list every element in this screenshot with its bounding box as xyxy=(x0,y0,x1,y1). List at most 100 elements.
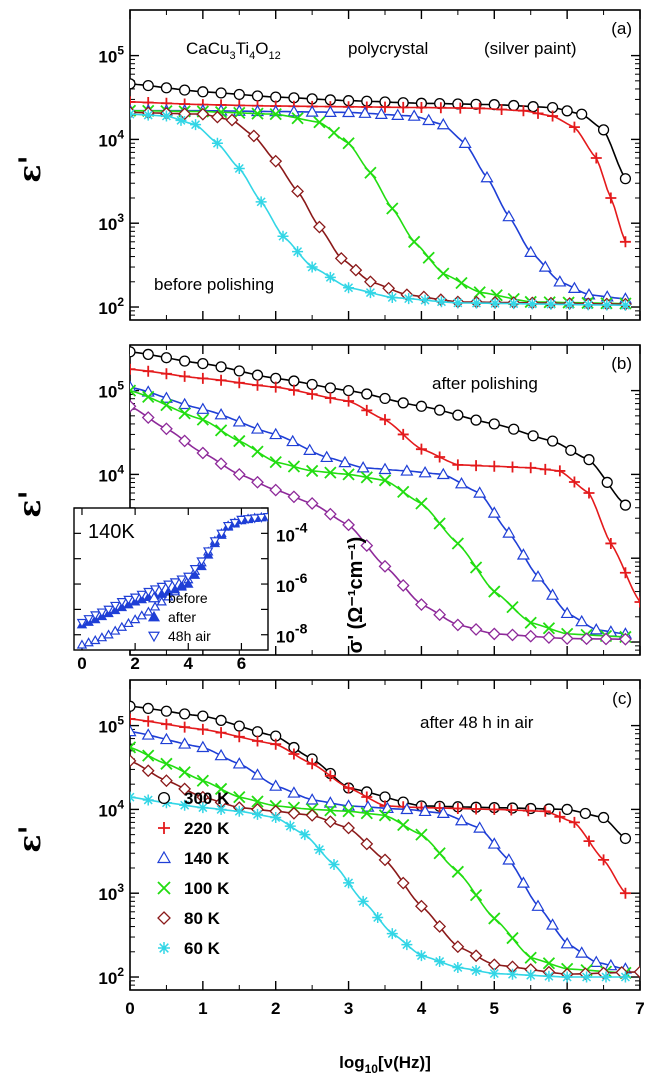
data-point-60K xyxy=(564,299,576,311)
legend-entry-220K: 220 K xyxy=(158,819,230,838)
data-point-220K xyxy=(142,715,154,727)
data-point-80K xyxy=(619,632,632,646)
series-line-100K xyxy=(130,746,626,974)
data-point-220K xyxy=(179,721,191,733)
data-point-100K xyxy=(214,424,228,437)
inset-point-48h xyxy=(76,618,88,629)
data-point-220K xyxy=(539,463,551,475)
data-point-60K xyxy=(526,298,538,310)
inset-legend-marker xyxy=(147,591,161,603)
data-point-300K xyxy=(508,423,520,435)
data-point-220K xyxy=(505,804,517,816)
data-point-60K xyxy=(270,812,282,824)
data-point-220K xyxy=(590,152,602,164)
data-point-80K xyxy=(305,808,319,822)
data-point-80K xyxy=(130,399,137,413)
data-point-300K xyxy=(597,811,610,824)
inset-y-tick-label: 10-8 xyxy=(276,621,308,647)
inset-point-48h xyxy=(176,575,187,585)
data-point-140K xyxy=(502,853,516,865)
inset-point-48h xyxy=(229,518,241,529)
data-point-100K xyxy=(342,468,355,481)
inset-x-tick-label: 4 xyxy=(184,654,194,673)
data-point-140K xyxy=(436,806,450,818)
data-point-60K xyxy=(197,802,209,814)
annotation-state: before polishing xyxy=(154,275,274,294)
data-point-80K xyxy=(349,263,363,277)
data-point-300K xyxy=(306,378,318,391)
data-point-60K xyxy=(419,294,431,306)
inset-point-before xyxy=(163,591,174,601)
data-point-220K xyxy=(288,748,300,760)
data-point-300K xyxy=(546,435,559,447)
data-point-80K xyxy=(305,497,319,510)
data-point-140K xyxy=(232,757,246,769)
data-point-60K xyxy=(357,895,369,907)
data-point-80K xyxy=(269,154,283,168)
data-point-60K xyxy=(415,950,427,962)
legend-entry-140K: 140 K xyxy=(156,849,230,868)
data-point-100K xyxy=(160,757,173,770)
data-point-140K xyxy=(358,106,372,118)
series-300K xyxy=(130,78,632,185)
data-point-300K xyxy=(160,705,173,717)
inset-point-48h xyxy=(136,590,148,600)
legend-marker-100K xyxy=(157,881,171,895)
data-point-300K xyxy=(270,91,282,103)
data-point-60K xyxy=(343,877,355,889)
data-point-300K xyxy=(233,720,245,732)
series-220K xyxy=(130,713,631,899)
data-point-300K xyxy=(506,802,519,814)
data-point-60K xyxy=(619,971,631,983)
data-point-80K xyxy=(360,539,374,553)
x-axis-label: log10[ν(Hz)] xyxy=(339,1053,431,1074)
data-point-140K xyxy=(502,209,516,222)
data-point-220K xyxy=(215,374,227,386)
data-point-140K xyxy=(305,105,319,117)
data-point-80K xyxy=(396,579,410,592)
data-point-140K xyxy=(400,464,414,476)
data-point-60K xyxy=(252,808,263,820)
x-tick-label: 2 xyxy=(271,999,280,1018)
x-tick-label: 0 xyxy=(125,999,134,1018)
annotation-polycrystal: polycrystal xyxy=(348,39,428,58)
legend-label: 300 K xyxy=(184,789,230,808)
data-point-300K xyxy=(142,79,154,92)
data-point-300K xyxy=(130,346,136,358)
y-tick-label: 103 xyxy=(98,881,124,904)
data-point-80K xyxy=(542,631,556,644)
data-point-140K xyxy=(374,107,388,119)
data-point-300K xyxy=(379,392,391,405)
inset-point-48h xyxy=(249,514,260,524)
data-point-140K xyxy=(286,434,300,447)
data-point-140K xyxy=(589,623,603,635)
legend-marker-140K xyxy=(156,850,172,864)
inset-series-48h xyxy=(76,513,268,629)
data-point-100K xyxy=(142,390,155,404)
data-point-140K xyxy=(516,548,530,560)
data-point-140K xyxy=(436,467,450,480)
data-point-100K xyxy=(233,791,246,804)
data-point-300K xyxy=(583,454,595,466)
series-line-300K xyxy=(130,83,627,180)
data-point-300K xyxy=(470,98,482,110)
inset-x-tick-label: 0 xyxy=(77,654,86,673)
inset-point-48h xyxy=(222,521,234,532)
data-point-80K xyxy=(211,110,224,124)
data-point-100K xyxy=(506,931,519,945)
data-point-220K xyxy=(415,102,427,114)
data-point-220K xyxy=(324,392,336,404)
data-point-140K xyxy=(422,113,436,126)
data-point-60K xyxy=(452,297,464,309)
y-tick-label: 105 xyxy=(98,714,124,737)
data-point-140K xyxy=(524,245,538,257)
data-point-300K xyxy=(130,700,136,712)
inset-legend-label: after xyxy=(168,609,196,625)
data-point-140K xyxy=(196,740,210,753)
data-point-140K xyxy=(487,506,501,518)
data-point-80K xyxy=(599,632,613,646)
data-point-300K xyxy=(415,400,428,412)
data-point-220K xyxy=(452,803,464,815)
series-line-140K xyxy=(130,386,626,635)
data-point-80K xyxy=(342,821,355,835)
